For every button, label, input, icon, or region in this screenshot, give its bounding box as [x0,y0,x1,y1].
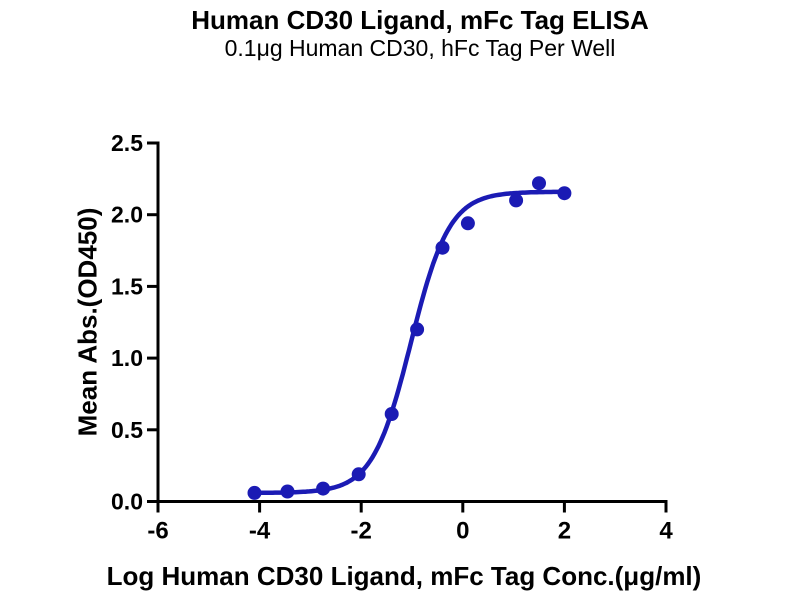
y-tick-label: 0.0 [111,489,143,515]
data-point [460,216,475,231]
x-tick-label: 4 [659,518,673,545]
data-point [351,467,366,482]
data-point [316,481,331,496]
data-point [247,485,262,500]
x-tick-label: -6 [147,518,168,545]
data-point [384,407,399,421]
data-point [509,193,524,208]
x-tick-label: 0 [456,518,469,545]
y-tick-label: 1.0 [111,345,143,371]
data-point [557,186,572,201]
y-tick-label: 0.5 [111,417,143,443]
chart-title: Human CD30 Ligand, mFc Tag ELISA [191,5,649,35]
data-point [280,484,295,499]
x-tick-label: 2 [558,518,571,545]
y-tick-label: 2.5 [111,130,143,156]
x-axis-label: Log Human CD30 Ligand, mFc Tag Conc.(μg/… [106,561,702,591]
data-point [435,240,450,255]
x-tick-label: -4 [249,518,271,545]
x-tick-label: -2 [351,518,372,545]
data-point [410,322,425,337]
y-tick-label: 2.0 [111,202,143,228]
y-tick-label: 1.5 [111,273,143,299]
fit-curve [252,189,566,496]
chart-subtitle: 0.1μg Human CD30, hFc Tag Per Well [224,35,616,61]
data-point [532,176,546,191]
